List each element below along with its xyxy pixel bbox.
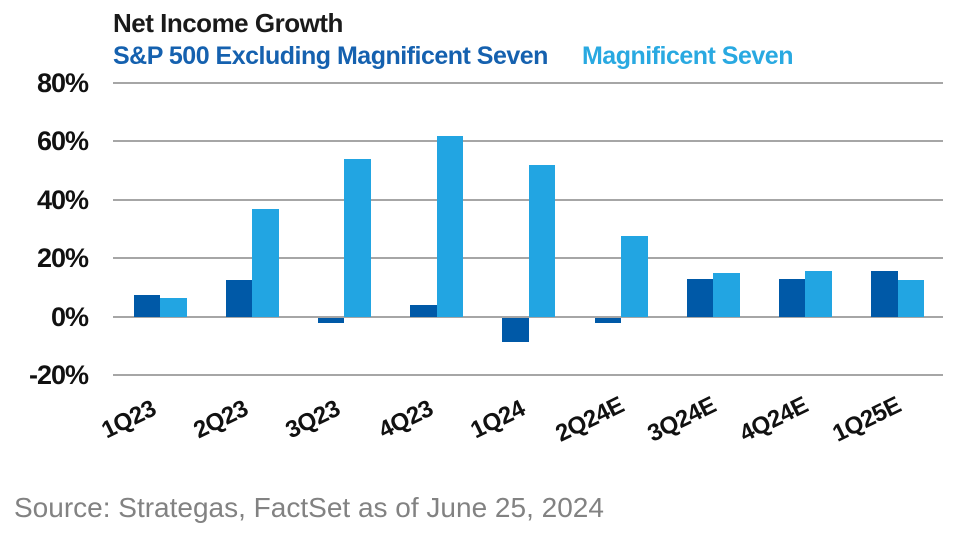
y-axis-label-0: 0% bbox=[50, 301, 89, 332]
y-axis-label-20: 20% bbox=[36, 243, 89, 274]
legend-magnificent-seven: Magnificent Seven bbox=[581, 42, 794, 70]
bar-ex-mag7-2Q24E bbox=[594, 317, 621, 324]
bar-mag7-4Q24E bbox=[805, 271, 832, 317]
y-axis-label-60: 60% bbox=[36, 126, 89, 157]
bar-ex-mag7-3Q24E bbox=[686, 278, 714, 317]
gridline-0 bbox=[113, 315, 943, 318]
bar-ex-mag7-2Q23 bbox=[225, 280, 253, 317]
gridline-80 bbox=[113, 82, 943, 84]
bar-mag7-2Q23 bbox=[252, 208, 279, 317]
bar-mag7-1Q24 bbox=[528, 164, 556, 317]
chart-legend: S&P 500 Excluding Magnificent Seven Magni… bbox=[113, 42, 793, 71]
gridline--20 bbox=[113, 374, 943, 376]
bar-mag7-1Q23 bbox=[160, 297, 187, 317]
bar-ex-mag7-1Q24 bbox=[502, 317, 529, 343]
bar-ex-mag7-1Q25E bbox=[871, 271, 898, 317]
y-axis-label-40: 40% bbox=[36, 184, 89, 215]
chart-title: Net Income Growth bbox=[113, 8, 343, 38]
bar-ex-mag7-4Q23 bbox=[410, 304, 437, 317]
bar-mag7-2Q24E bbox=[621, 236, 648, 317]
source-note: Source: Strategas, FactSet as of June 25… bbox=[14, 492, 604, 523]
bar-mag7-3Q23 bbox=[344, 158, 371, 317]
bar-ex-mag7-3Q23 bbox=[317, 317, 345, 324]
gridline-60 bbox=[113, 140, 943, 143]
gridline-40 bbox=[113, 198, 943, 201]
legend-sp500-ex-mag7: S&P 500 Excluding Magnificent Seven bbox=[113, 42, 548, 70]
bar-mag7-4Q23 bbox=[436, 135, 464, 317]
gridline-20 bbox=[113, 257, 943, 260]
bar-mag7-1Q25E bbox=[897, 280, 925, 317]
bar-ex-mag7-1Q23 bbox=[133, 294, 160, 317]
y-axis-label-80: 80% bbox=[36, 68, 89, 98]
bar-ex-mag7-4Q24E bbox=[778, 278, 806, 317]
y-axis-label--20: -20% bbox=[28, 360, 89, 390]
bar-mag7-3Q24E bbox=[713, 272, 740, 317]
